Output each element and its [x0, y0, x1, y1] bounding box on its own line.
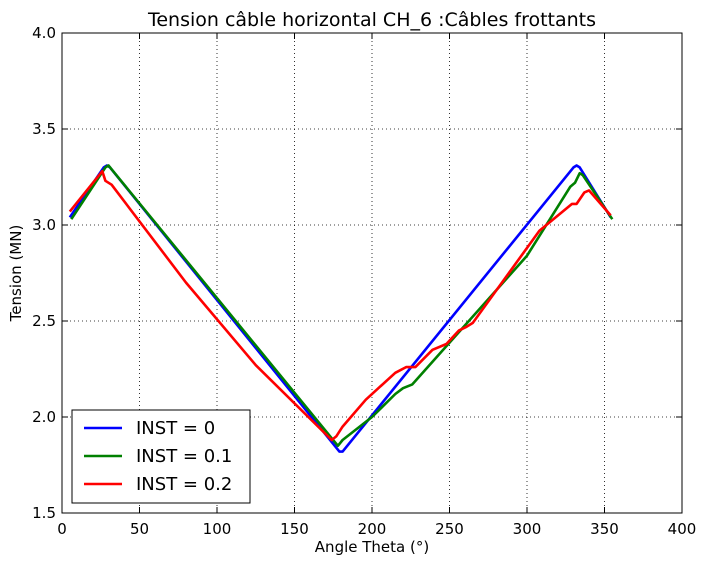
- x-tick-label: 0: [57, 520, 67, 538]
- x-tick-label: 150: [280, 520, 309, 538]
- y-tick-label: 2.0: [32, 408, 56, 426]
- y-tick-label: 1.5: [32, 504, 56, 522]
- x-tick-label: 350: [590, 520, 619, 538]
- x-tick-label: 100: [203, 520, 232, 538]
- x-tick-label: 400: [668, 520, 697, 538]
- y-tick-label: 4.0: [32, 24, 56, 42]
- x-tick-label: 250: [435, 520, 464, 538]
- x-tick-label: 200: [358, 520, 387, 538]
- legend-label: INST = 0.2: [136, 474, 232, 495]
- series-line-inst-0-1: [70, 164, 614, 448]
- y-tick-label: 3.5: [32, 120, 56, 138]
- legend-label: INST = 0.1: [136, 446, 232, 467]
- axis-ticks: 0 50 100 150 200 250 300 350 400 1.5 2.0 2.5 3.0 3.5 4…: [32, 24, 696, 538]
- x-tick-label: 300: [513, 520, 542, 538]
- y-tick-label: 3.0: [32, 216, 56, 234]
- x-tick-label: 50: [130, 520, 149, 538]
- legend-label: INST = 0: [136, 418, 215, 439]
- legend: INST = 0 INST = 0.1 INST = 0.2: [71, 409, 251, 504]
- y-tick-label: 2.5: [32, 312, 56, 330]
- series-lines: [68, 164, 614, 453]
- series-line-inst-0-2: [68, 169, 612, 442]
- series-line-inst-0: [68, 164, 612, 453]
- x-axis-label: Angle Theta (°): [315, 538, 429, 556]
- y-axis-label: Tension (MN): [7, 225, 25, 323]
- chart-title: Tension câble horizontal CH_6 :Câbles fr…: [147, 9, 596, 31]
